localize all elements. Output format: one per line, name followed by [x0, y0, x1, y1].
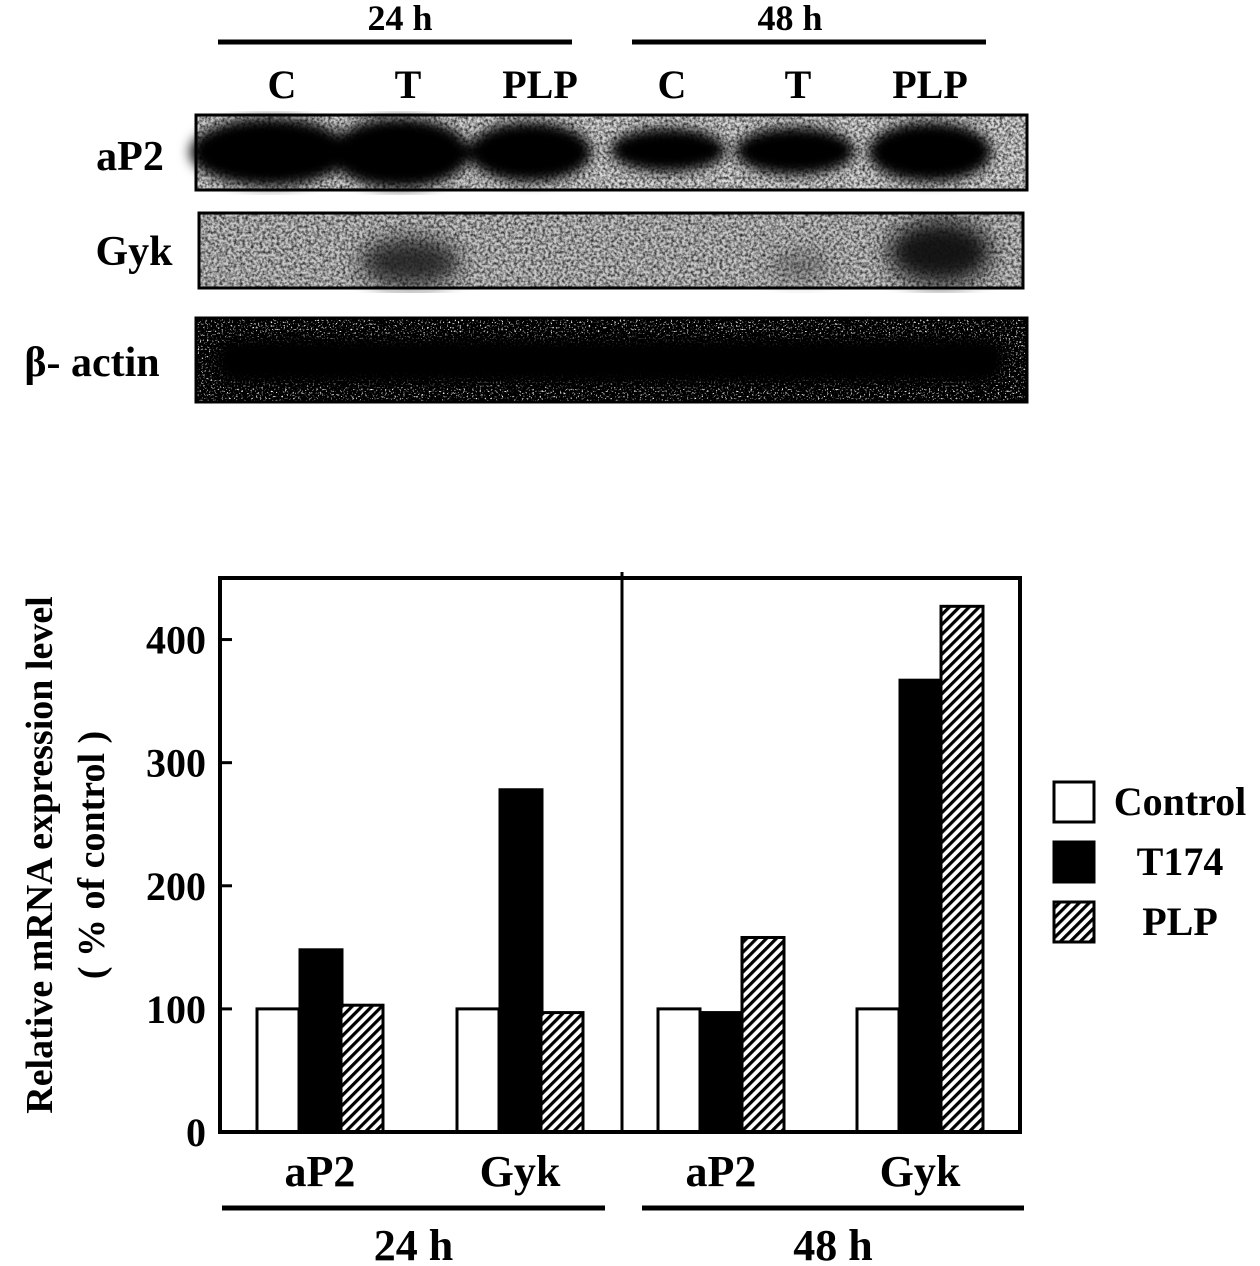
- plot-frame: [218, 576, 1022, 1134]
- x-tick-label: aP2: [686, 1147, 757, 1196]
- bar-t174-0: [298, 948, 344, 1134]
- lane-label: C: [268, 62, 297, 107]
- x-tick-label: aP2: [285, 1147, 356, 1196]
- x-axis: aP2 Gyk aP2 Gyk 24 h 48 h: [222, 1147, 1024, 1266]
- blot-strip-ap2: [190, 113, 1029, 192]
- blot-strip-beta-actin: [194, 316, 1029, 404]
- blot-row-label-gyk: Gyk: [95, 229, 173, 275]
- blot-panel: 24 h 48 h C T PLP C T PLP aP2: [24, 0, 1029, 404]
- y-axis-label: Relative mRNA expression level: [19, 596, 61, 1114]
- x-tick-label: Gyk: [880, 1147, 961, 1196]
- bar-chart: 0 100 200 300 400 aP2 Gyk aP2 Gyk 24 h 48 h Relat…: [19, 572, 1246, 1266]
- x-group-label: 24 h: [374, 1221, 453, 1266]
- bar-t174-2: [699, 1011, 745, 1134]
- bar-plp-3: [939, 604, 985, 1134]
- bars-layer: [255, 604, 985, 1134]
- y-tick-label: 200: [146, 864, 206, 909]
- legend-swatch-t174: [1052, 840, 1096, 884]
- blot-row-label-beta-actin: β- actin: [24, 340, 159, 386]
- y-axis: 0 100 200 300 400: [146, 618, 232, 1155]
- bar-plp-0: [339, 1003, 385, 1134]
- bar-plp-1: [539, 1011, 585, 1134]
- blot-time-label-48h: 48 h: [757, 0, 822, 38]
- lane-label: PLP: [892, 62, 968, 107]
- y-tick-label: 100: [146, 987, 206, 1032]
- bar-control-2: [656, 1007, 702, 1134]
- lane-label: T: [785, 62, 812, 107]
- bar-control-1: [455, 1007, 501, 1134]
- legend-swatch-control: [1052, 780, 1096, 824]
- y-axis-label-units: ( % of control ): [71, 731, 113, 979]
- legend-swatch-plp: [1052, 900, 1096, 944]
- legend-label-plp: PLP: [1142, 899, 1218, 944]
- y-tick-label: 0: [186, 1110, 206, 1155]
- y-tick-label: 300: [146, 741, 206, 786]
- lane-label: T: [395, 62, 422, 107]
- x-group-label: 48 h: [793, 1221, 872, 1266]
- bar-plp-2: [740, 935, 786, 1134]
- legend: Control T174 PLP: [1052, 779, 1247, 944]
- bar-t174-1: [498, 788, 544, 1134]
- x-tick-label: Gyk: [480, 1147, 561, 1196]
- legend-label-control: Control: [1114, 779, 1247, 824]
- lane-label: PLP: [502, 62, 578, 107]
- blot-row-label-ap2: aP2: [96, 134, 164, 180]
- y-tick-label: 400: [146, 618, 206, 663]
- bar-control-0: [255, 1007, 301, 1134]
- blot-time-label-24h: 24 h: [367, 0, 432, 38]
- legend-label-t174: T174: [1137, 839, 1224, 884]
- bar-t174-3: [898, 678, 944, 1134]
- blot-strip-gyk: [197, 211, 1025, 290]
- lane-label: C: [658, 62, 687, 107]
- bar-control-3: [855, 1007, 901, 1134]
